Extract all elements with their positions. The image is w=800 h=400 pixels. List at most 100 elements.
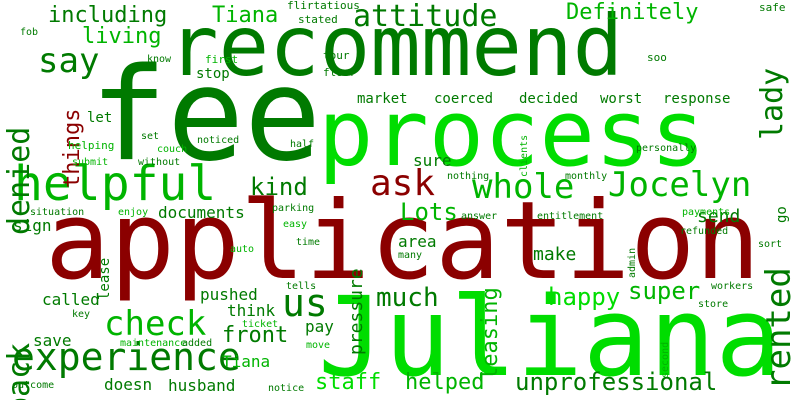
- word-without: without: [138, 157, 181, 168]
- word-stop: stop: [196, 66, 230, 82]
- word-refunded: refunded: [680, 226, 729, 237]
- word-submit: submit: [72, 157, 109, 168]
- word-living: living: [82, 24, 162, 49]
- word-jocelyn: Jocelyn: [608, 165, 752, 205]
- word-safe: safe: [759, 1, 786, 14]
- word-whole: whole: [472, 167, 575, 207]
- word-staff: staff: [315, 370, 382, 395]
- word-helping: helping: [68, 139, 115, 152]
- word-decided: decided: [519, 91, 579, 107]
- word-situation: situation: [30, 207, 85, 218]
- word-response: response: [663, 91, 731, 107]
- word-happy: happy: [548, 283, 621, 311]
- word-time: time: [296, 237, 321, 248]
- word-back: back: [2, 342, 37, 400]
- word-answer: answer: [461, 211, 498, 222]
- word-tiana-top: Tiana: [212, 3, 279, 28]
- word-send: send: [697, 206, 741, 227]
- word-auto: auto: [230, 244, 255, 255]
- word-juliana: Juliana: [318, 273, 782, 400]
- word-nothing: nothing: [447, 171, 490, 182]
- word-tiana-bottom: Tiana: [222, 352, 271, 371]
- word-soo: soo: [647, 51, 667, 64]
- word-clients: clients: [519, 134, 530, 177]
- word-move: move: [306, 340, 331, 351]
- word-workers: workers: [711, 281, 754, 292]
- word-worst: worst: [600, 91, 643, 107]
- word-much: much: [376, 283, 439, 313]
- word-unprofessional: unprofessional: [515, 368, 718, 396]
- word-super: super: [628, 277, 701, 305]
- word-definitely: Definitely: [566, 0, 699, 25]
- word-let: let: [87, 110, 113, 126]
- word-kind: kind: [250, 173, 308, 201]
- word-notice: notice: [268, 383, 305, 394]
- word-documents: documents: [158, 203, 245, 222]
- word-enjoy: enjoy: [118, 207, 149, 218]
- word-entitlement: entitlement: [537, 211, 604, 222]
- word-key: key: [72, 309, 91, 320]
- word-many: many: [398, 250, 423, 261]
- word-half: half: [290, 139, 315, 150]
- word-couch: couch: [157, 144, 188, 155]
- word-fob: fob: [20, 27, 39, 38]
- word-flirtatious: flirtatious: [287, 0, 360, 12]
- word-admin: admin: [627, 247, 638, 278]
- word-fee: fee: [90, 41, 322, 190]
- word-called: called: [42, 290, 100, 309]
- word-easy: easy: [283, 219, 308, 230]
- word-noticed: noticed: [197, 135, 240, 146]
- word-go: go: [774, 206, 790, 223]
- word-leasing: leasing: [478, 287, 503, 380]
- word-first: first: [205, 53, 239, 66]
- word-personally: personally: [636, 143, 697, 154]
- word-check: check: [104, 304, 207, 344]
- word-tells: tells: [286, 281, 317, 292]
- word-maintenance: maintenance: [120, 338, 187, 349]
- word-stated: stated: [298, 13, 338, 26]
- word-husband: husband: [168, 376, 236, 395]
- word-say: say: [38, 41, 100, 81]
- word-application: application: [45, 179, 761, 304]
- word-recommend: recommend: [168, 0, 624, 95]
- word-sign: sign: [13, 216, 52, 235]
- word-us: us: [282, 281, 328, 325]
- word-floor: floor: [323, 66, 357, 79]
- word-including: including: [48, 3, 168, 28]
- word-pay: pay: [305, 317, 334, 336]
- word-process: process: [318, 80, 706, 187]
- word-outcome: outcome: [12, 380, 55, 391]
- word-added: added: [182, 338, 213, 349]
- word-think: think: [227, 301, 276, 320]
- word-sort: sort: [758, 239, 783, 250]
- word-tour: tour: [323, 49, 350, 62]
- word-store: store: [698, 299, 729, 310]
- word-attitude: attitude: [353, 0, 498, 34]
- word-doesn: doesn: [104, 375, 153, 394]
- word-lady: lady: [755, 67, 790, 140]
- word-parking: parking: [272, 203, 315, 214]
- word-lease: lease: [97, 257, 113, 300]
- word-sure: sure: [413, 151, 452, 170]
- word-ask: ask: [370, 163, 436, 204]
- word-make: make: [533, 244, 577, 265]
- word-payments: payments: [682, 207, 731, 218]
- word-know: know: [147, 54, 172, 65]
- word-helped: helped: [405, 370, 485, 395]
- word-lots: Lots: [400, 198, 458, 226]
- word-ticket: ticket: [242, 319, 279, 330]
- word-experience: experience: [12, 335, 241, 379]
- word-pressure: pressure: [346, 268, 367, 355]
- word-pushed: pushed: [200, 285, 258, 304]
- word-coerced: coerced: [434, 91, 494, 107]
- word-second: second: [660, 341, 671, 378]
- word-helpful: helpful: [14, 156, 217, 212]
- word-area: area: [398, 232, 437, 251]
- word-monthly: monthly: [565, 171, 608, 182]
- word-rented: rented: [759, 267, 799, 390]
- word-front: front: [222, 323, 289, 348]
- word-set: set: [141, 131, 160, 142]
- word-save: save: [33, 331, 72, 350]
- word-market: market: [357, 91, 408, 107]
